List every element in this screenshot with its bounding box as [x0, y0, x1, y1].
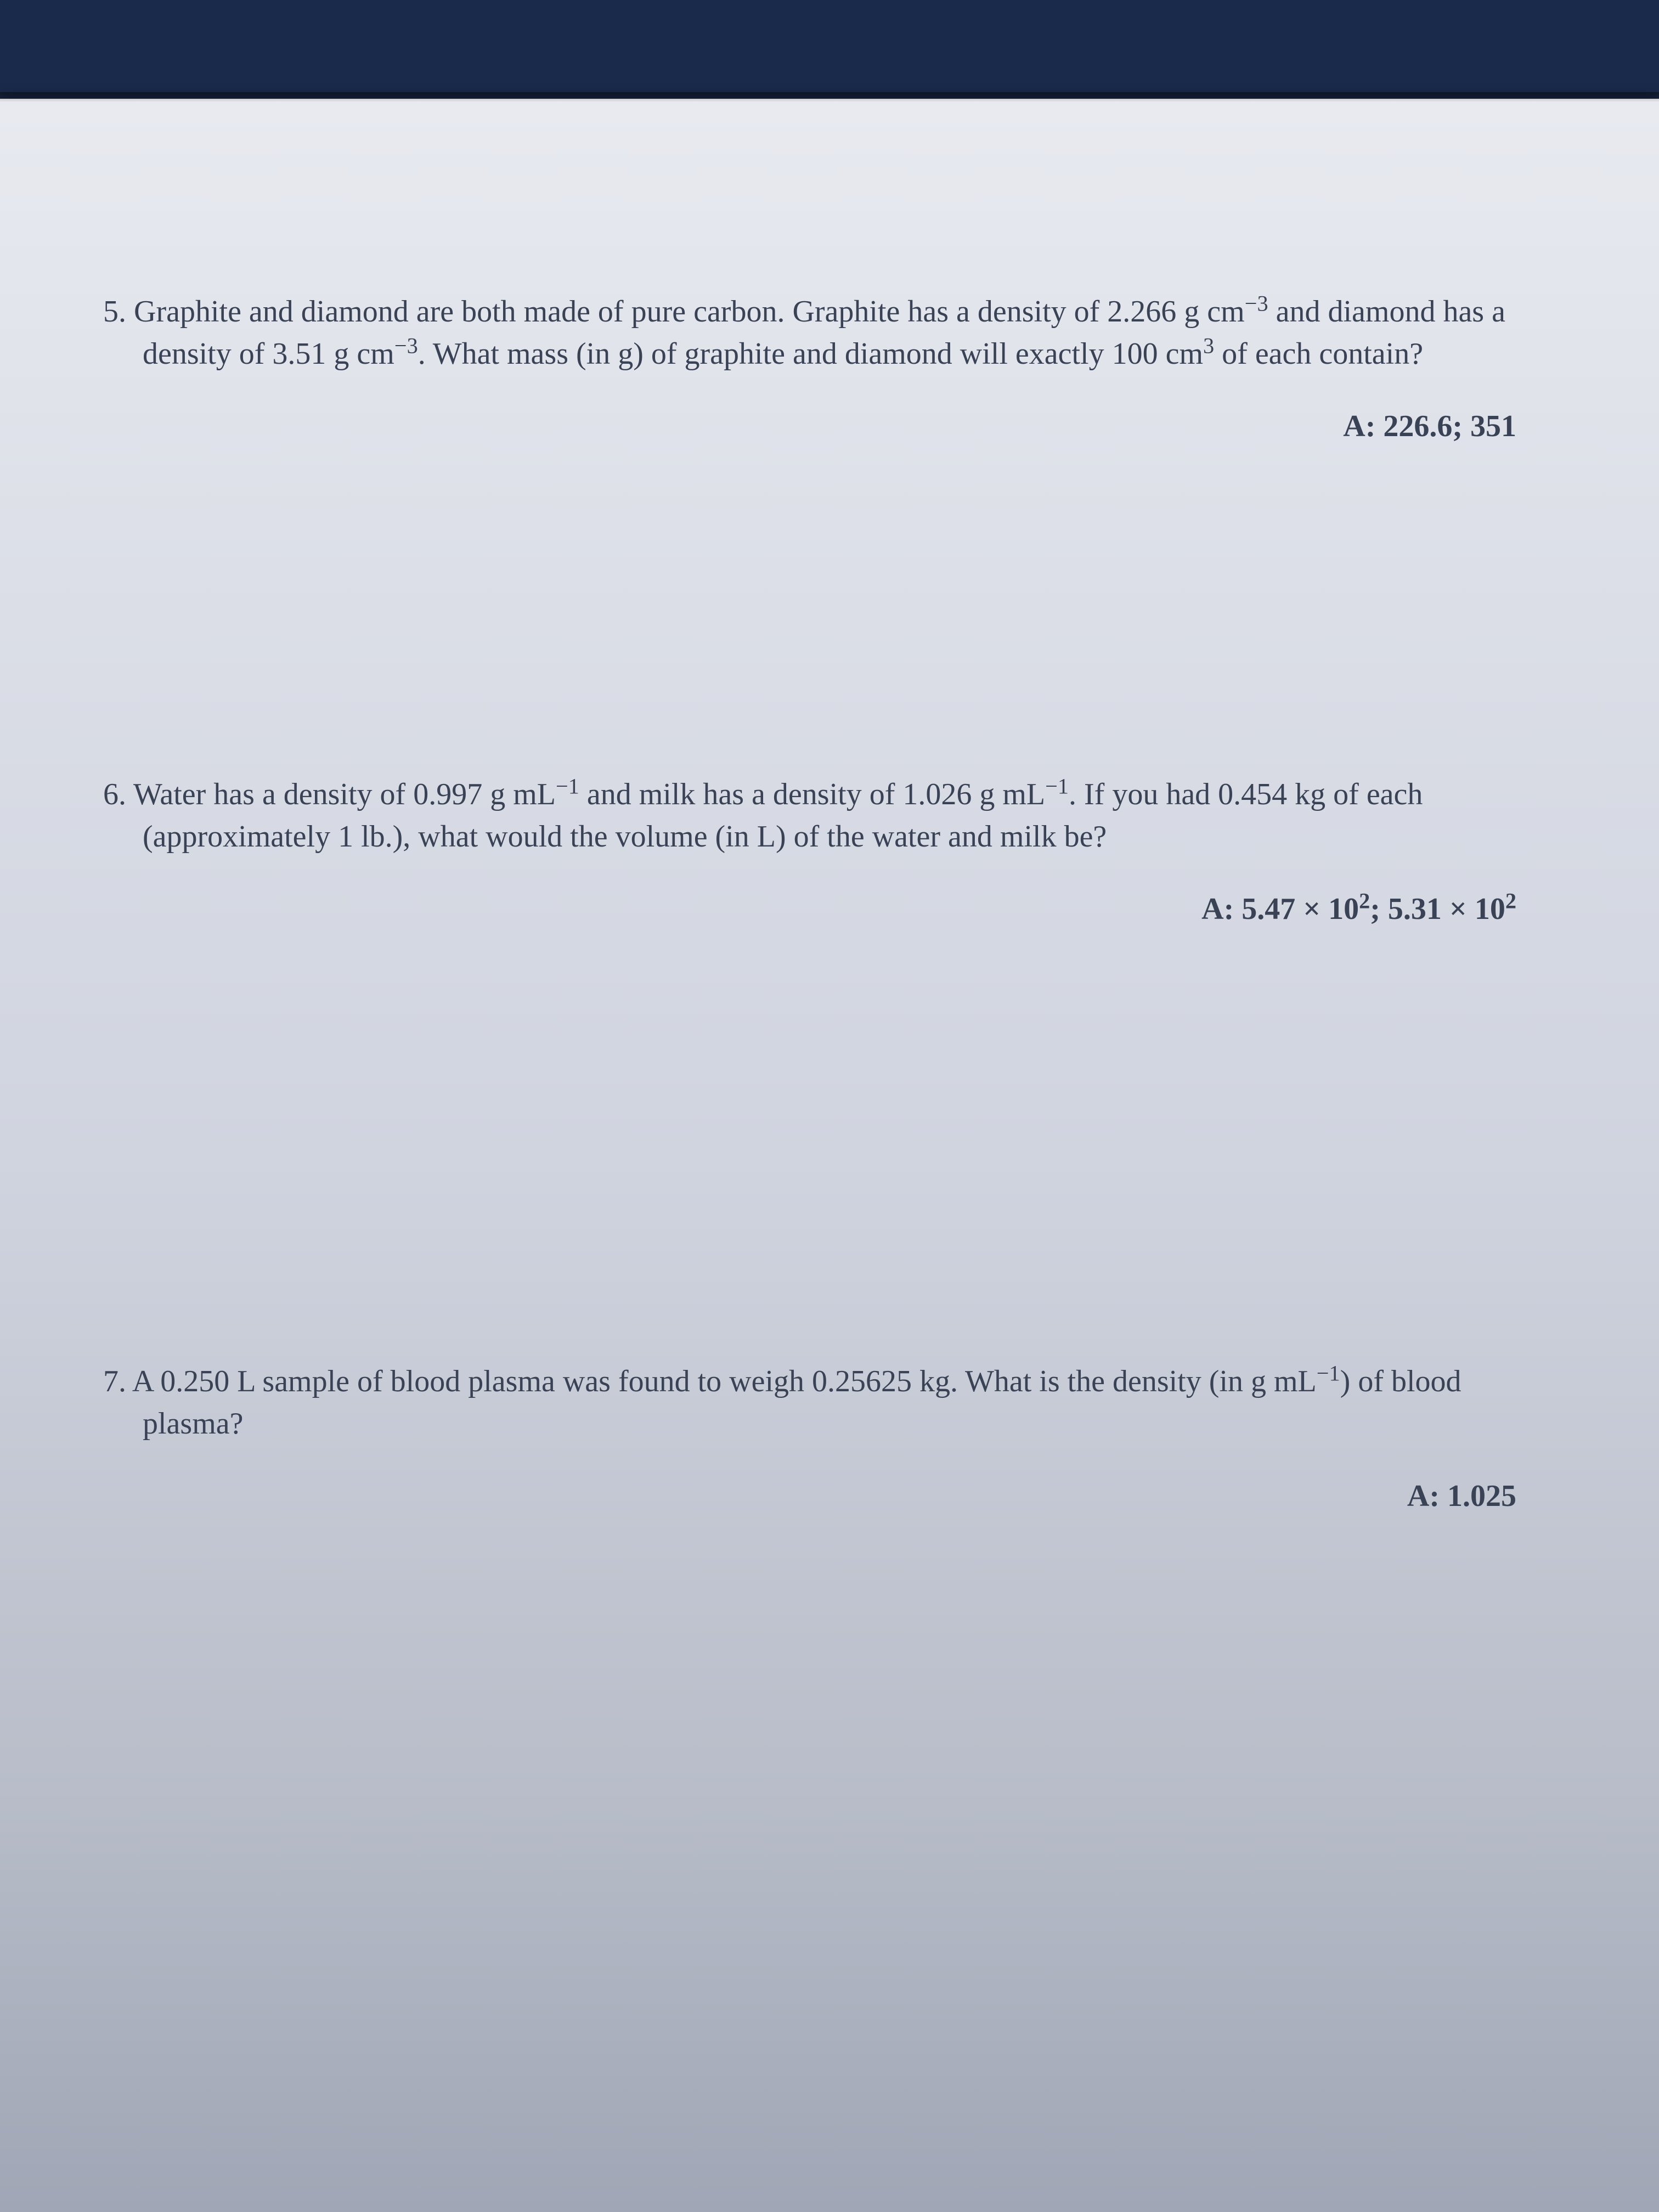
problem-5: 5. Graphite and diamond are both made of…	[0, 291, 1659, 444]
problem-7-body: A 0.250 L sample of blood plasma was fou…	[132, 1364, 1462, 1441]
problem-5-body: Graphite and diamond are both made of pu…	[134, 295, 1505, 371]
problem-6-answer: A: 5.47 × 102; 5.31 × 102	[0, 891, 1659, 927]
content-area: 5. Graphite and diamond are both made of…	[0, 99, 1659, 274]
worksheet-page: 5. Graphite and diamond are both made of…	[0, 99, 1659, 2212]
page-top-shadow	[0, 92, 1659, 102]
problem-6-text: 6. Water has a density of 0.997 g mL−1 a…	[0, 774, 1659, 859]
problem-7: 7. A 0.250 L sample of blood plasma was …	[0, 1361, 1659, 1514]
problem-6-body: Water has a density of 0.997 g mL−1 and …	[133, 777, 1423, 854]
problem-7-text: 7. A 0.250 L sample of blood plasma was …	[0, 1361, 1659, 1446]
problem-5-number: 5.	[103, 295, 126, 329]
problem-7-number: 7.	[103, 1364, 126, 1398]
problem-5-answer: A: 226.6; 351	[0, 409, 1659, 444]
problem-7-answer: A: 1.025	[0, 1479, 1659, 1514]
problem-6: 6. Water has a density of 0.997 g mL−1 a…	[0, 774, 1659, 927]
problem-5-text: 5. Graphite and diamond are both made of…	[0, 291, 1659, 376]
problem-6-number: 6.	[103, 777, 126, 811]
